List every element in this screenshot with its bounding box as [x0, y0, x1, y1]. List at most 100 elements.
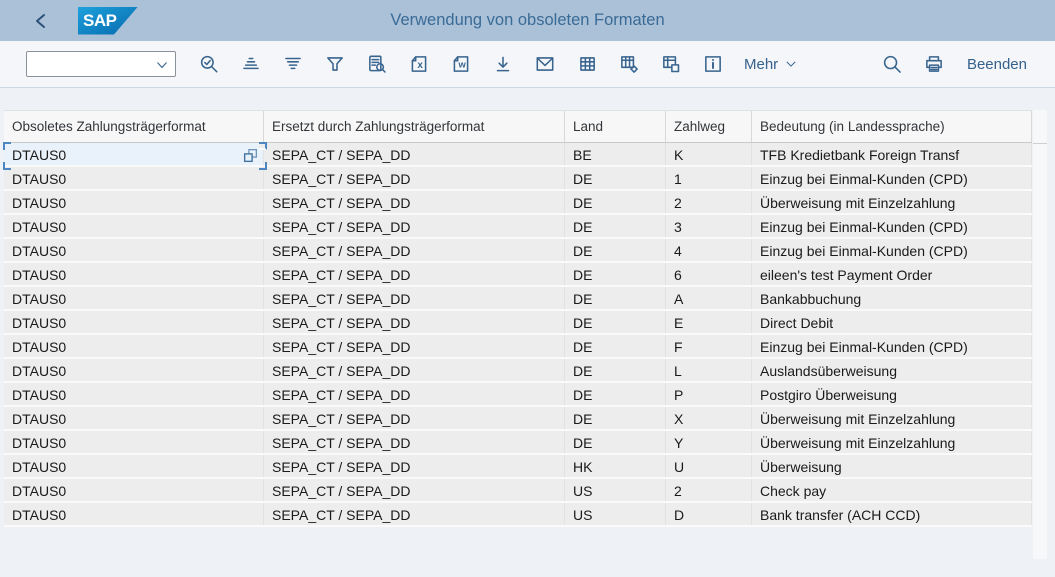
table-cell[interactable]: SEPA_CT / SEPA_DD — [264, 455, 565, 477]
table-settings-icon[interactable] — [614, 49, 644, 79]
table-cell[interactable]: DTAUS0 — [4, 191, 264, 213]
table-cell[interactable]: DTAUS0 — [4, 407, 264, 429]
table-cell[interactable]: Einzug bei Einmal-Kunden (CPD) — [752, 239, 1032, 261]
table-cell[interactable]: DTAUS0 — [4, 311, 264, 333]
table-cell[interactable]: SEPA_CT / SEPA_DD — [264, 215, 565, 237]
table-cell[interactable]: F — [666, 335, 752, 357]
table-cell[interactable]: A — [666, 287, 752, 309]
back-button[interactable] — [30, 10, 52, 32]
table-cell[interactable]: SEPA_CT / SEPA_DD — [264, 503, 565, 525]
table-cell[interactable]: DE — [565, 167, 666, 189]
table-cell[interactable]: DE — [565, 407, 666, 429]
beenden-button[interactable]: Beenden — [967, 56, 1027, 73]
table-cell[interactable]: L — [666, 359, 752, 381]
filter-icon[interactable] — [320, 49, 350, 79]
table-cell[interactable]: SEPA_CT / SEPA_DD — [264, 167, 565, 189]
table-cell[interactable]: Überweisung mit Einzelzahlung — [752, 431, 1032, 453]
table-cell[interactable]: D — [666, 503, 752, 525]
table-cell[interactable]: SEPA_CT / SEPA_DD — [264, 311, 565, 333]
table-cell[interactable]: TFB Kredietbank Foreign Transf — [752, 143, 1032, 165]
table-cell[interactable]: DTAUS0 — [4, 455, 264, 477]
table-cell[interactable]: 4 — [666, 239, 752, 261]
table-cell[interactable]: Bankabbuchung — [752, 287, 1032, 309]
table-cell[interactable]: SEPA_CT / SEPA_DD — [264, 431, 565, 453]
table-cell[interactable]: DE — [565, 311, 666, 333]
table-cell[interactable]: DTAUS0 — [4, 143, 264, 165]
table-cell[interactable]: SEPA_CT / SEPA_DD — [264, 335, 565, 357]
table-cell[interactable]: DE — [565, 239, 666, 261]
table-cell[interactable]: Auslandsüberweisung — [752, 359, 1032, 381]
table-cell[interactable]: 2 — [666, 191, 752, 213]
table-cell[interactable]: Einzug bei Einmal-Kunden (CPD) — [752, 335, 1032, 357]
print-icon[interactable] — [919, 49, 949, 79]
sort-descending-icon[interactable] — [278, 49, 308, 79]
column-header-obsolete-format[interactable]: Obsoletes Zahlungsträgerformat — [4, 111, 264, 142]
table-cell[interactable]: DTAUS0 — [4, 479, 264, 501]
table-cell[interactable]: DE — [565, 335, 666, 357]
table-cell[interactable]: Überweisung — [752, 455, 1032, 477]
column-header-replaced-by[interactable]: Ersetzt durch Zahlungsträgerformat — [264, 111, 565, 142]
table-cell[interactable]: DE — [565, 359, 666, 381]
table-cell[interactable]: DTAUS0 — [4, 263, 264, 285]
table-cell[interactable]: DE — [565, 287, 666, 309]
table-cell[interactable]: US — [565, 503, 666, 525]
table-cell[interactable]: SEPA_CT / SEPA_DD — [264, 359, 565, 381]
sort-ascending-icon[interactable] — [236, 49, 266, 79]
column-header-bedeutung[interactable]: Bedeutung (in Landessprache) — [752, 111, 1032, 142]
table-cell[interactable]: U — [666, 455, 752, 477]
table-cell[interactable]: Überweisung mit Einzelzahlung — [752, 191, 1032, 213]
print-preview-icon[interactable] — [362, 49, 392, 79]
info-icon[interactable] — [698, 49, 728, 79]
table-cell[interactable]: DE — [565, 215, 666, 237]
table-cell[interactable]: Y — [666, 431, 752, 453]
table-cell[interactable]: DTAUS0 — [4, 503, 264, 525]
export-word-icon[interactable]: w — [446, 49, 476, 79]
table-cell[interactable]: DTAUS0 — [4, 335, 264, 357]
table-cell[interactable]: SEPA_CT / SEPA_DD — [264, 383, 565, 405]
layout-combobox[interactable] — [26, 51, 176, 77]
table-cell[interactable]: HK — [565, 455, 666, 477]
email-icon[interactable] — [530, 49, 560, 79]
table-cell[interactable]: P — [666, 383, 752, 405]
table-cell[interactable]: Überweisung mit Einzelzahlung — [752, 407, 1032, 429]
table-cell[interactable]: SEPA_CT / SEPA_DD — [264, 239, 565, 261]
table-cell[interactable]: Einzug bei Einmal-Kunden (CPD) — [752, 167, 1032, 189]
table-cell[interactable]: DTAUS0 — [4, 287, 264, 309]
table-cell[interactable]: K — [666, 143, 752, 165]
table-cell[interactable]: 2 — [666, 479, 752, 501]
table-cell[interactable]: SEPA_CT / SEPA_DD — [264, 143, 565, 165]
column-header-land[interactable]: Land — [565, 111, 666, 142]
find-icon[interactable] — [194, 49, 224, 79]
table-cell[interactable]: DTAUS0 — [4, 239, 264, 261]
table-cell[interactable]: BE — [565, 143, 666, 165]
table-cell[interactable]: Check pay — [752, 479, 1032, 501]
export-spreadsheet-icon[interactable]: x — [404, 49, 434, 79]
table-cell[interactable]: 6 — [666, 263, 752, 285]
table-cell[interactable]: DE — [565, 383, 666, 405]
table-cell[interactable]: DTAUS0 — [4, 359, 264, 381]
download-icon[interactable] — [488, 49, 518, 79]
vertical-scrollbar[interactable] — [1033, 110, 1047, 559]
table-cell[interactable]: SEPA_CT / SEPA_DD — [264, 191, 565, 213]
table-cell[interactable]: SEPA_CT / SEPA_DD — [264, 479, 565, 501]
table-cell[interactable]: Bank transfer (ACH CCD) — [752, 503, 1032, 525]
table-icon[interactable] — [572, 49, 602, 79]
table-cell[interactable]: Direct Debit — [752, 311, 1032, 333]
table-cell[interactable]: X — [666, 407, 752, 429]
table-cell[interactable]: SEPA_CT / SEPA_DD — [264, 287, 565, 309]
table-cell[interactable]: eileen's test Payment Order — [752, 263, 1032, 285]
column-header-zahlweg[interactable]: Zahlweg — [666, 111, 752, 142]
table-views-icon[interactable] — [656, 49, 686, 79]
table-cell[interactable]: DTAUS0 — [4, 167, 264, 189]
table-cell[interactable]: Einzug bei Einmal-Kunden (CPD) — [752, 215, 1032, 237]
table-cell[interactable]: DTAUS0 — [4, 215, 264, 237]
chevron-down-icon[interactable] — [155, 58, 169, 77]
table-cell[interactable]: US — [565, 479, 666, 501]
layout-combobox-input[interactable] — [31, 53, 149, 75]
table-cell[interactable]: DE — [565, 191, 666, 213]
table-cell[interactable]: E — [666, 311, 752, 333]
table-cell[interactable]: Postgiro Überweisung — [752, 383, 1032, 405]
table-cell[interactable]: DTAUS0 — [4, 383, 264, 405]
table-cell[interactable]: DE — [565, 431, 666, 453]
search-icon[interactable] — [877, 49, 907, 79]
